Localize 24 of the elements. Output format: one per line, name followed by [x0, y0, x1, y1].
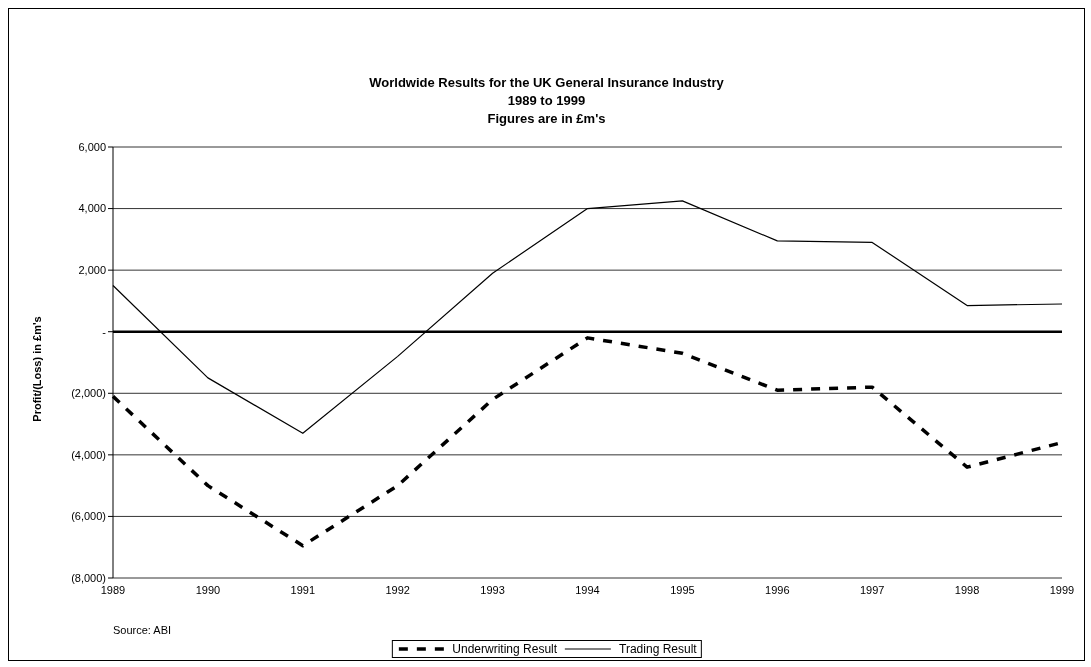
- y-tick-label: (2,000): [71, 387, 106, 400]
- y-tick-label: 6,000: [78, 140, 106, 153]
- y-tick-label: (6,000): [71, 510, 106, 523]
- x-tick-label: 1998: [954, 583, 980, 596]
- x-tick-label: 1994: [575, 583, 600, 596]
- source-note: Source: ABI: [113, 624, 172, 636]
- y-tick-label: (8,000): [71, 571, 106, 584]
- legend-label: Trading Result: [619, 642, 697, 656]
- y-tick-label: (4,000): [71, 448, 106, 461]
- x-tick-label: 1992: [385, 583, 410, 596]
- x-tick-label: 1999: [1049, 583, 1075, 596]
- x-tick-label: 1990: [195, 583, 221, 596]
- x-tick-label: 1989: [100, 583, 126, 596]
- y-tick-label: 2,000: [78, 264, 106, 277]
- y-tick-label: 4,000: [78, 202, 106, 215]
- y-tick-label: -: [102, 325, 107, 338]
- chart-title: Worldwide Results for the UK General Insurance Industry 1989 to 1999 Figures are in £m's: [368, 74, 725, 128]
- x-tick-label: 1993: [480, 583, 505, 596]
- x-tick-label: 1997: [859, 583, 885, 596]
- x-tick-label: 1995: [670, 583, 695, 596]
- x-tick-label: 1991: [290, 583, 316, 596]
- y-axis-title: Profit/(Loss) in £m's: [31, 316, 43, 422]
- x-tick-label: 1996: [765, 583, 790, 596]
- legend-label: Underwriting Result: [452, 642, 558, 656]
